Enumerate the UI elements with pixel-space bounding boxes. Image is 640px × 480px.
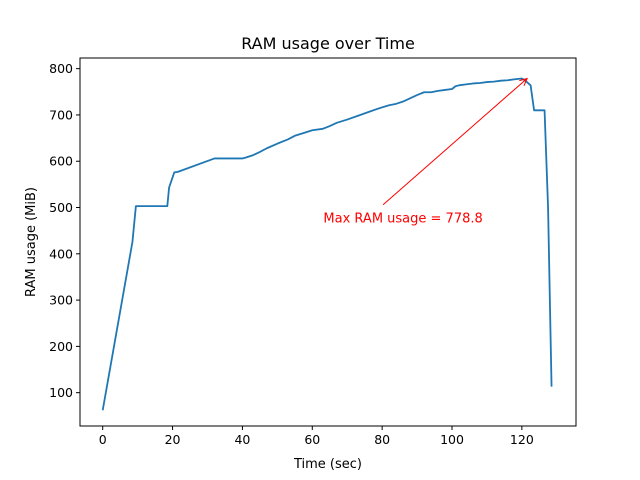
y-tick-label: 700 (49, 107, 73, 122)
x-tick-label: 80 (374, 432, 390, 447)
chart-title: RAM usage over Time (241, 34, 415, 53)
annotation-arrow-head (519, 77, 528, 87)
annotation-arrow-line (382, 78, 528, 206)
annotation-text: Max RAM usage = 778.8 (323, 212, 482, 227)
x-tick-label: 60 (304, 432, 320, 447)
y-tick-label: 300 (49, 293, 73, 308)
y-tick-label: 500 (49, 200, 73, 215)
y-axis-label: RAM usage (MiB) (24, 187, 39, 297)
y-tick-label: 100 (49, 385, 73, 400)
y-tick-label: 800 (49, 61, 73, 76)
y-tick-label: 600 (49, 154, 73, 169)
x-tick-label: 20 (165, 432, 181, 447)
axis-ticks: 0 20 40 60 80 100 120 100 200 300 400 500 600 700 800 (49, 61, 534, 447)
x-tick-label: 100 (440, 432, 464, 447)
x-tick-label: 120 (510, 432, 534, 447)
plot-area-frame (79, 57, 577, 427)
max-ram-annotation: Max RAM usage = 778.8 (323, 77, 528, 227)
x-tick-label: 0 (99, 432, 107, 447)
y-tick-label: 400 (49, 246, 73, 261)
x-tick-label: 40 (234, 432, 250, 447)
ram-usage-series-line (101, 77, 553, 411)
x-axis-label: Time (sec) (293, 457, 362, 472)
y-tick-label: 200 (49, 339, 73, 354)
